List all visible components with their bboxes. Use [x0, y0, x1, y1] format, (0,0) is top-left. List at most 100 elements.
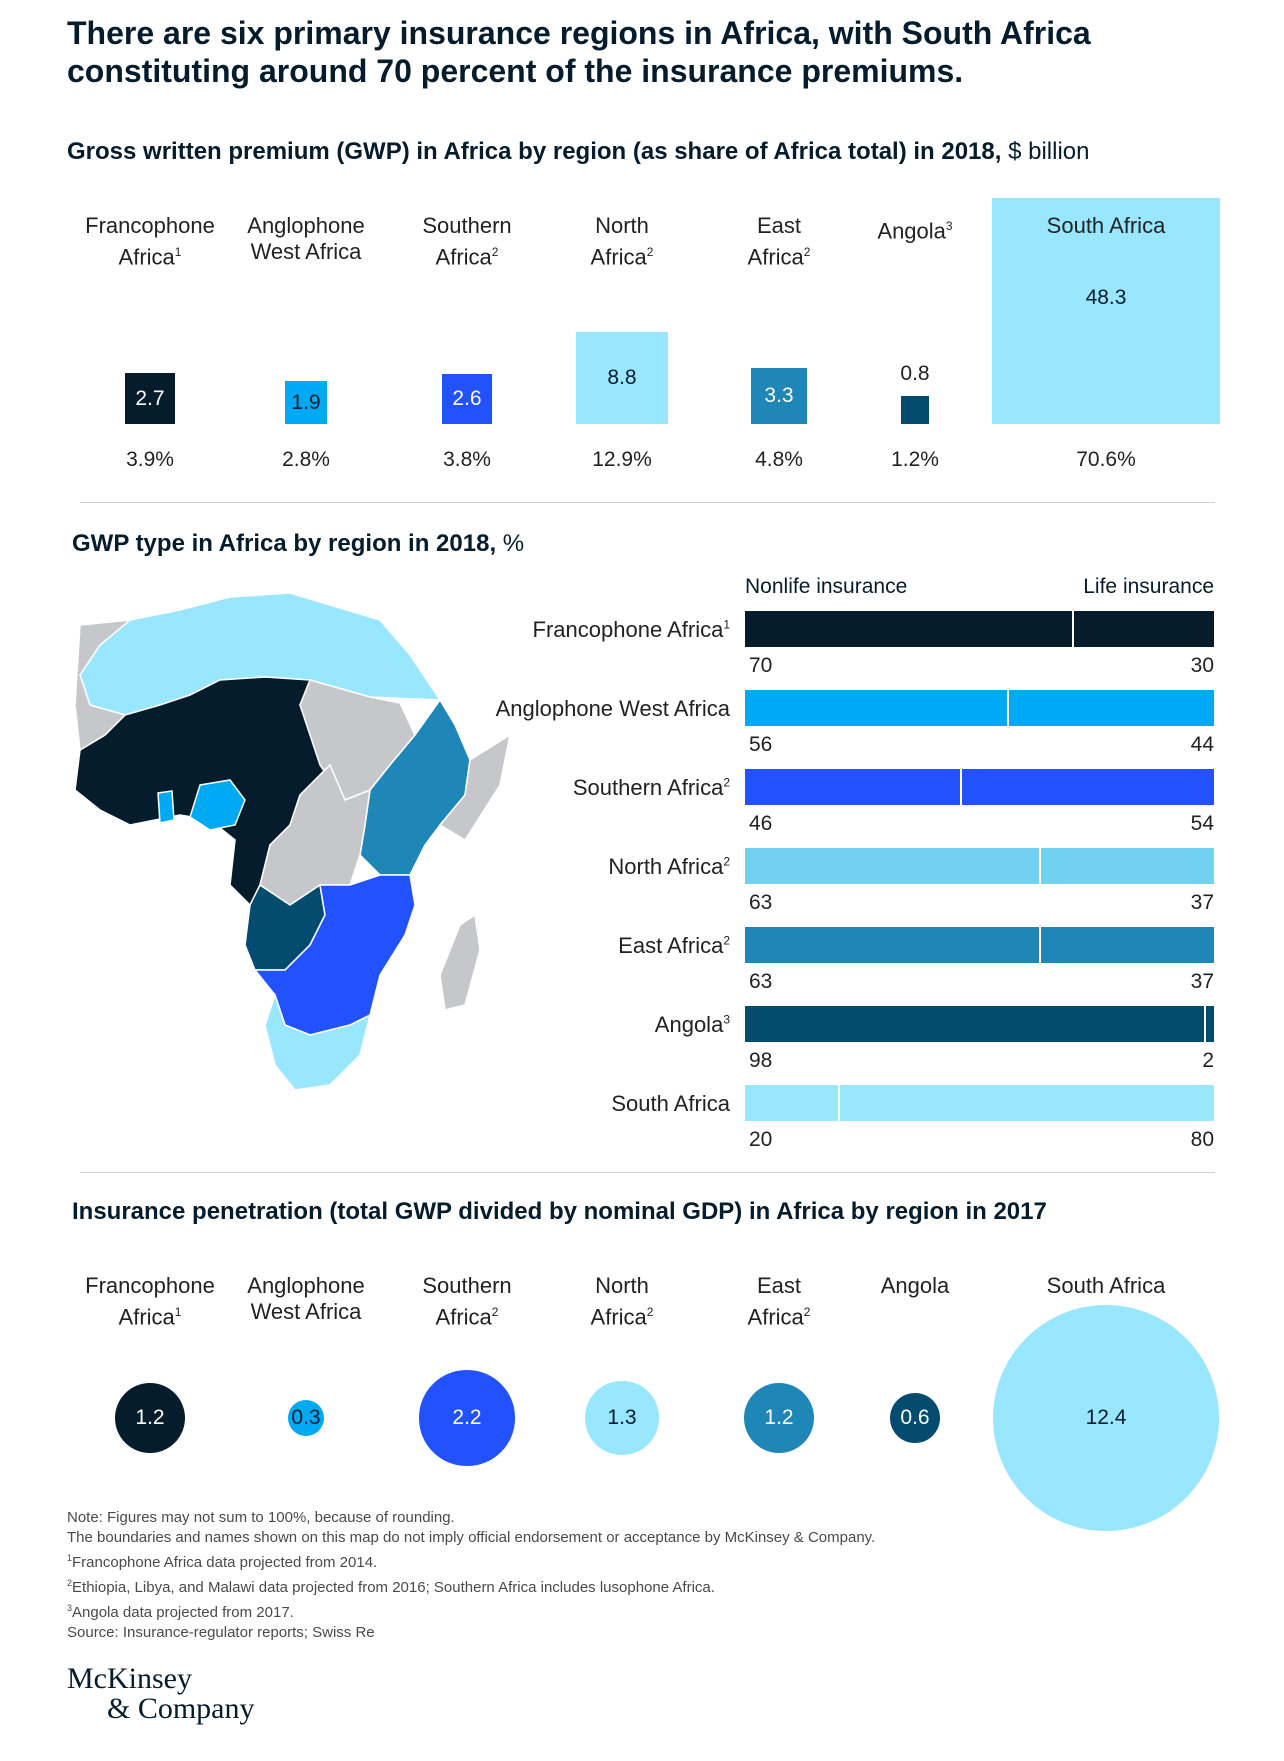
map-region-ghana [157, 790, 175, 824]
bar-nonlife-value-0: 70 [749, 654, 773, 677]
penetration-bubble-0 [114, 1382, 186, 1454]
source: Source: Insurance-regulator reports; Swi… [67, 1624, 375, 1641]
gwp-value-label-3: 8.8 [607, 366, 637, 390]
gwp-title-text: Gross written premium (GWP) in Africa by… [67, 138, 1002, 165]
penetration-region-label-6: South Africa [1046, 1273, 1166, 1298]
bar-life-value-4: 37 [1190, 970, 1214, 993]
page-title: There are six primary insurance regions … [67, 15, 1091, 89]
bar-life-1 [1008, 690, 1214, 726]
bar-life-6 [839, 1085, 1214, 1121]
bar-life-4 [1041, 927, 1214, 963]
bar-nonlife-value-5: 98 [749, 1049, 773, 1072]
bar-nonlife-1 [745, 690, 1007, 726]
bar-nonlife-value-2: 46 [749, 812, 773, 835]
footnote-3: 3Angola data projected from 2017. [67, 1603, 294, 1621]
penetration-bubble-4 [743, 1382, 815, 1454]
gwp-value-label-0: 2.7 [135, 386, 165, 410]
bar-life-value-5: 2 [1202, 1049, 1214, 1072]
gwp-square-6 [992, 198, 1220, 424]
gwp-share-label-4: 4.8% [755, 448, 803, 471]
bar-nonlife-0 [745, 611, 1073, 647]
gwp-share-label-6: 70.6% [1076, 448, 1136, 471]
legend-nonlife: Nonlife insurance [745, 575, 908, 598]
gwp-type-title-text: GWP type in Africa by region in 2018, [72, 530, 497, 557]
penetration-value-label-6: 12.4 [1085, 1406, 1127, 1429]
bar-life-value-1: 44 [1190, 733, 1214, 756]
bar-nonlife-2 [745, 769, 960, 805]
gwp-bar-chart: Francophone Africa1 2.7 3.9% Anglophone West … [0, 0, 1284, 500]
gwp-type-title-unit: % [502, 530, 525, 557]
gwp-square-3 [576, 332, 668, 424]
penetration-region-label-3: North Africa2 [590, 1273, 654, 1330]
map-region-anglophone-west-africa [189, 779, 246, 831]
note-rounding: Note: Figures may not sum to 100%, becau… [67, 1509, 455, 1526]
gwp-share-label-3: 12.9% [592, 448, 652, 471]
penetration-bubble-2 [419, 1370, 515, 1466]
gwp-value-label-1: 1.9 [291, 390, 321, 414]
bar-nonlife-6 [745, 1085, 838, 1121]
penetration-value-label-5: 0.6 [900, 1406, 930, 1429]
penetration-region-label-1: Anglophone West Africa [247, 1273, 365, 1324]
note-boundaries: The boundaries and names shown on this m… [67, 1529, 876, 1546]
bar-life-value-3: 37 [1190, 891, 1214, 914]
penetration-bubble-6 [993, 1305, 1219, 1531]
bar-region-label-6: South Africa [611, 1091, 730, 1116]
gwp-region-label-5: Angola3 [877, 218, 953, 244]
gwp-region-label-2: Southern Africa2 [422, 213, 512, 270]
bar-nonlife-value-6: 20 [749, 1128, 773, 1151]
penetration-value-label-4: 1.2 [764, 1406, 794, 1429]
penetration-bubble-3 [585, 1381, 659, 1455]
gwp-value-label-2: 2.6 [452, 387, 482, 411]
gwp-section-title: Gross written premium (GWP) in Africa by… [67, 138, 1089, 166]
penetration-region-label-0: Francophone Africa1 [85, 1273, 215, 1330]
gwp-square-4 [750, 367, 808, 424]
gwp-region-label-4: East Africa2 [747, 213, 811, 270]
map-region-south-africa [264, 992, 372, 1091]
gwp-region-label-6: South Africa [1046, 213, 1166, 238]
bar-life-value-2: 54 [1190, 812, 1214, 835]
bar-region-label-1: Anglophone West Africa [495, 696, 730, 721]
penetration-value-label-1: 0.3 [291, 1406, 321, 1429]
mckinsey-logo: McKinsey & Company [67, 1664, 255, 1724]
gwp-square-1 [284, 381, 328, 424]
bar-life-value-0: 30 [1190, 654, 1214, 677]
penetration-region-label-5: Angola [880, 1273, 950, 1298]
penetration-value-label-3: 1.3 [607, 1406, 637, 1429]
gwp-type-section-title: GWP type in Africa by region in 2018, % [72, 530, 524, 558]
footnote-2: 2Ethiopia, Libya, and Malawi data projec… [67, 1578, 715, 1596]
footnote-1: 1Francophone Africa data projected from … [67, 1553, 378, 1571]
gwp-region-label-3: North Africa2 [590, 213, 654, 270]
gwp-share-label-0: 3.9% [126, 448, 174, 471]
map-region-madagascar [439, 913, 481, 1011]
bar-nonlife-3 [745, 848, 1040, 884]
penetration-value-label-2: 2.2 [452, 1406, 482, 1429]
gwp-region-label-0: Francophone Africa1 [85, 213, 215, 270]
gwp-value-label-6: 48.3 [1085, 286, 1127, 309]
penetration-value-label-0: 1.2 [135, 1406, 165, 1429]
africa-map [74, 592, 512, 1091]
gwp-share-label-5: 1.2% [891, 448, 939, 471]
bar-life-5 [1205, 1006, 1214, 1042]
penetration-bubble-chart: Francophone Africa1 1.2 Anglophone West Afri… [85, 1273, 1219, 1531]
gwp-share-label-2: 3.8% [443, 448, 491, 471]
bar-region-label-3: North Africa2 [608, 854, 730, 879]
bar-region-label-2: Southern Africa2 [572, 775, 730, 800]
gwp-share-label-1: 2.8% [282, 448, 330, 471]
legend-life: Life insurance [1083, 575, 1214, 598]
bar-nonlife-5 [745, 1006, 1204, 1042]
gwp-square-5 [901, 396, 929, 424]
bar-region-label-0: Francophone Africa1 [532, 617, 730, 642]
gwp-type-stacked-bar-chart: Nonlife insurance Life insurance Francopho… [495, 575, 1214, 1151]
gwp-title-unit: $ billion [1008, 138, 1090, 165]
gwp-square-2 [442, 374, 492, 424]
logo-line-1: McKinsey [67, 1662, 192, 1695]
bar-life-2 [961, 769, 1214, 805]
penetration-region-label-4: East Africa2 [747, 1273, 811, 1330]
bar-life-0 [1074, 611, 1214, 647]
divider [80, 502, 1215, 503]
gwp-value-label-5: 0.8 [900, 362, 930, 386]
map-region-other-west [74, 619, 133, 752]
bar-region-label-4: East Africa2 [618, 933, 730, 958]
bar-region-label-5: Angola3 [654, 1012, 730, 1037]
penetration-region-label-2: Southern Africa2 [422, 1273, 512, 1330]
